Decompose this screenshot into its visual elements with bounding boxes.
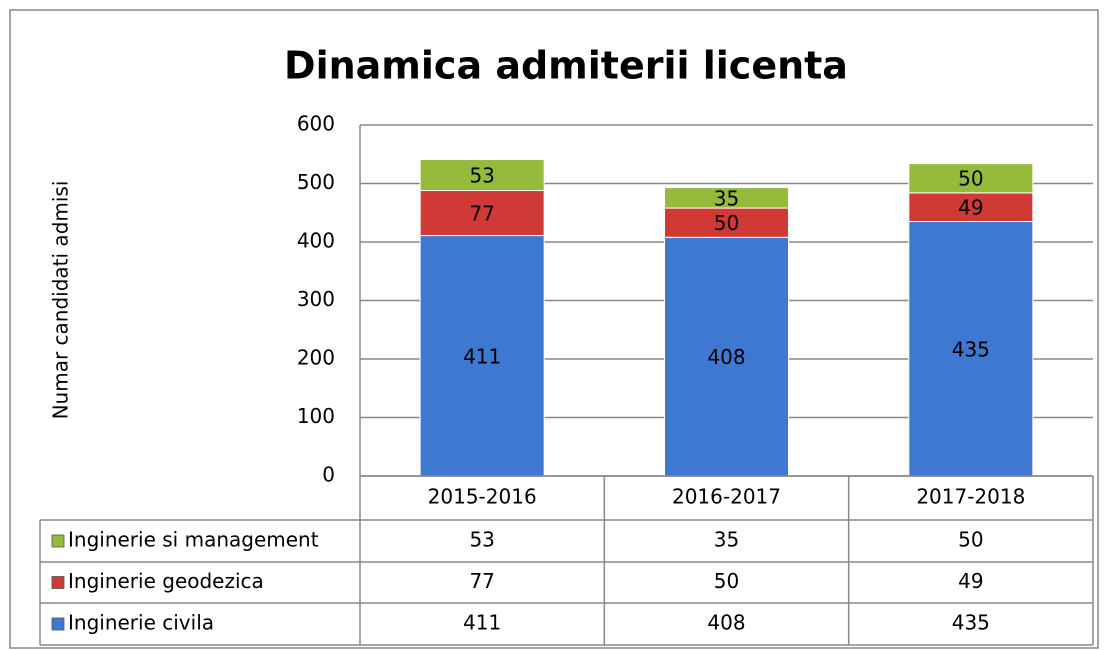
y-tick-label: 100 bbox=[297, 404, 335, 428]
y-tick-label: 500 bbox=[297, 170, 335, 194]
x-tick-label: 2017-2018 bbox=[916, 485, 1025, 509]
y-tick-label: 200 bbox=[297, 346, 335, 370]
data-label: 411 bbox=[463, 344, 501, 368]
y-tick-label: 0 bbox=[322, 463, 335, 487]
data-label: 53 bbox=[469, 164, 494, 188]
data-label: 35 bbox=[714, 186, 739, 210]
bar-segment bbox=[664, 187, 789, 209]
table-cell: 53 bbox=[469, 528, 494, 552]
data-label: 408 bbox=[707, 345, 745, 369]
legend-label: Inginerie si management bbox=[68, 528, 319, 552]
x-tick-label: 2016-2017 bbox=[672, 485, 781, 509]
table-cell: 77 bbox=[469, 569, 494, 593]
data-label: 435 bbox=[952, 337, 990, 361]
bar-segment bbox=[419, 159, 545, 192]
bar-segment bbox=[419, 190, 545, 237]
table-cell: 50 bbox=[714, 569, 739, 593]
y-tick-label: 300 bbox=[297, 287, 335, 311]
table-cell: 35 bbox=[714, 528, 739, 552]
bar-segment bbox=[419, 235, 545, 477]
data-label: 77 bbox=[469, 202, 494, 226]
data-label: 49 bbox=[958, 196, 983, 220]
legend-label: Inginerie geodezica bbox=[68, 569, 264, 593]
y-axis-label: Numar candidati admisi bbox=[49, 181, 73, 420]
chart-title: Dinamica admiterii licenta bbox=[284, 44, 848, 88]
table-cell: 435 bbox=[952, 611, 990, 635]
data-label: 50 bbox=[714, 211, 739, 235]
legend-swatch bbox=[51, 617, 65, 631]
data-label: 50 bbox=[958, 167, 983, 191]
legend-label: Inginerie civila bbox=[68, 611, 214, 635]
table-cell: 411 bbox=[463, 611, 501, 635]
table-cell: 408 bbox=[707, 611, 745, 635]
table-cell: 49 bbox=[958, 569, 983, 593]
x-tick-label: 2015-2016 bbox=[428, 485, 537, 509]
bar-segment bbox=[908, 163, 1034, 194]
bar-segment bbox=[908, 221, 1034, 477]
y-tick-label: 600 bbox=[297, 112, 335, 136]
table-cell: 50 bbox=[958, 528, 983, 552]
bar-segment bbox=[664, 236, 789, 477]
legend-swatch bbox=[51, 576, 65, 589]
y-tick-label: 400 bbox=[297, 229, 335, 253]
legend-swatch bbox=[51, 534, 65, 548]
